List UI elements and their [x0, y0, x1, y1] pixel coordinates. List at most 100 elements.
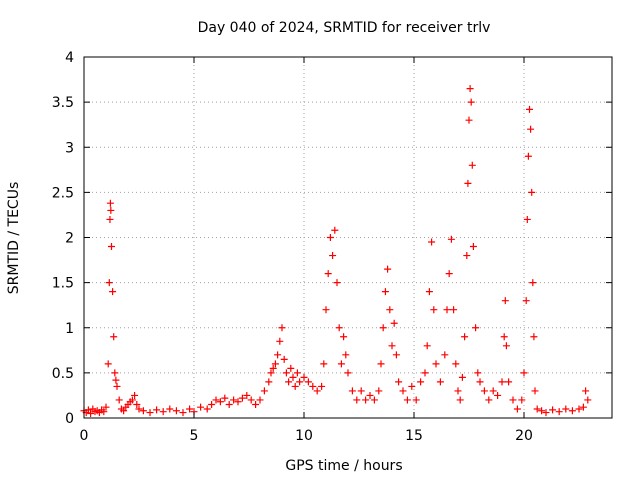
y-tick-label: 2 — [65, 231, 74, 247]
data-point — [523, 215, 531, 223]
data-point — [221, 394, 229, 402]
data-point — [526, 105, 533, 113]
data-point — [267, 369, 275, 377]
data-point — [417, 378, 425, 386]
data-point — [527, 125, 535, 133]
data-point — [489, 387, 497, 395]
data-points — [80, 85, 592, 417]
data-point — [502, 342, 510, 350]
data-point — [238, 394, 246, 402]
data-point — [84, 406, 92, 414]
data-point — [485, 396, 493, 404]
data-point — [450, 306, 458, 314]
data-point — [579, 403, 587, 411]
data-point — [375, 387, 383, 395]
data-point — [562, 405, 570, 413]
data-point — [153, 406, 161, 414]
data-point — [203, 405, 211, 413]
x-tick-label: 10 — [295, 428, 313, 444]
data-point — [348, 387, 356, 395]
data-point — [342, 351, 350, 359]
data-point — [533, 405, 541, 413]
axis-ticks: 0 0.5 1 1.5 2 2.5 3 3.5 4 0 5 10 15 20 — [52, 50, 612, 444]
data-point — [447, 235, 455, 243]
data-point — [362, 396, 370, 404]
data-point — [208, 400, 216, 408]
data-point — [377, 360, 385, 368]
data-point — [274, 351, 282, 359]
data-point — [87, 409, 95, 417]
data-point — [333, 279, 341, 287]
data-point — [139, 407, 147, 415]
x-tick-label: 0 — [80, 428, 89, 444]
data-point — [269, 364, 277, 372]
data-point — [575, 405, 583, 413]
data-point — [357, 387, 365, 395]
data-point — [538, 407, 546, 415]
x-tick-label: 5 — [190, 428, 199, 444]
data-point — [110, 333, 118, 341]
data-point — [335, 324, 343, 332]
data-point — [461, 333, 469, 341]
data-point — [518, 396, 526, 404]
data-point — [531, 387, 539, 395]
data-point — [436, 378, 444, 386]
data-point — [115, 396, 123, 404]
data-point — [107, 206, 115, 214]
y-tick-label: 2.5 — [52, 185, 74, 201]
data-point — [520, 369, 528, 377]
data-point — [441, 351, 449, 359]
data-point — [353, 396, 361, 404]
data-point — [296, 378, 304, 386]
data-point — [528, 188, 536, 196]
data-point — [443, 306, 451, 314]
data-point — [113, 382, 121, 390]
data-point — [428, 238, 436, 246]
x-tick-label: 20 — [515, 428, 533, 444]
data-point — [106, 199, 114, 207]
data-point — [500, 333, 508, 341]
data-point — [128, 396, 136, 404]
data-point — [392, 351, 400, 359]
data-point — [104, 360, 112, 368]
data-point — [131, 391, 139, 399]
data-point — [278, 324, 286, 332]
data-point — [501, 297, 509, 305]
data-point — [386, 306, 394, 314]
data-point — [379, 324, 387, 332]
data-point — [318, 382, 326, 390]
data-point — [120, 407, 128, 415]
data-point — [331, 226, 339, 234]
data-point — [469, 243, 477, 251]
data-point — [568, 407, 576, 415]
data-point — [522, 297, 530, 305]
data-point — [216, 398, 224, 406]
data-point — [166, 405, 174, 413]
data-point — [285, 378, 293, 386]
data-point — [271, 360, 279, 368]
data-point — [524, 152, 532, 160]
data-point — [582, 387, 590, 395]
data-point — [395, 378, 403, 386]
data-point — [465, 116, 473, 124]
data-point — [309, 382, 317, 390]
data-point — [421, 369, 429, 377]
data-point — [430, 306, 438, 314]
data-point — [197, 403, 205, 411]
data-point — [337, 360, 345, 368]
data-point — [498, 378, 506, 386]
data-point — [289, 373, 297, 381]
data-point — [542, 409, 550, 417]
data-point — [146, 409, 154, 417]
data-point — [366, 391, 374, 399]
data-point — [225, 400, 233, 408]
data-point — [212, 396, 220, 404]
data-point — [472, 324, 480, 332]
data-point — [467, 98, 475, 106]
data-point — [234, 398, 242, 406]
data-point — [102, 403, 110, 411]
data-point — [111, 369, 119, 377]
data-point — [172, 407, 180, 415]
chart-title: Day 040 of 2024, SRMTID for receiver trl… — [198, 20, 491, 36]
data-point — [408, 382, 416, 390]
